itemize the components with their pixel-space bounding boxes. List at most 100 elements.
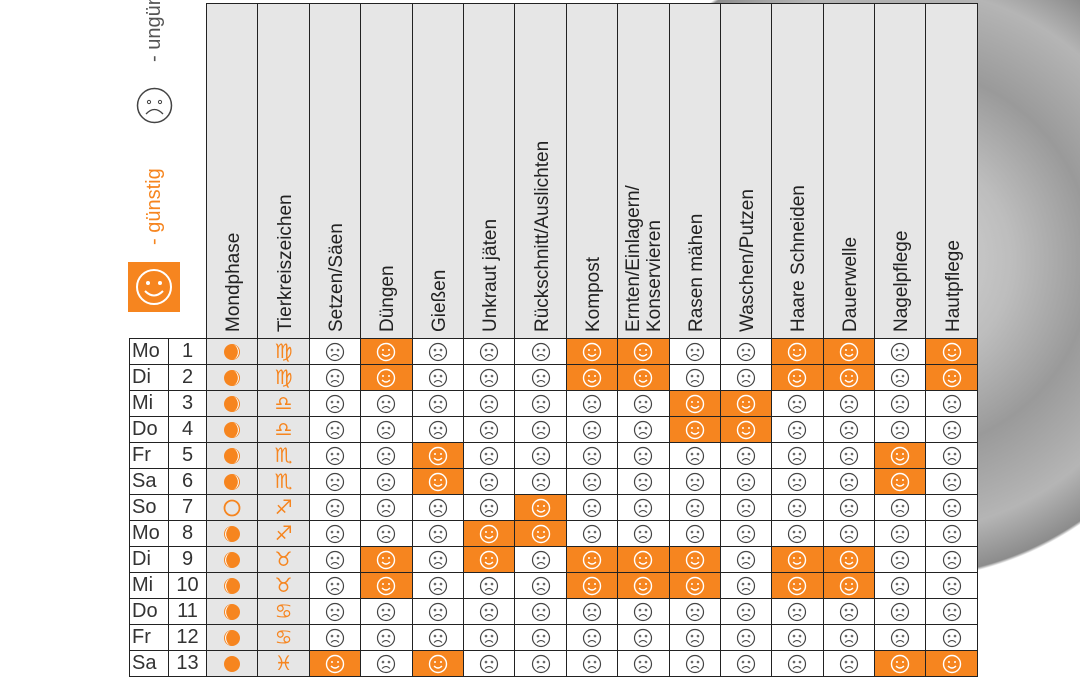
- cell-gießen: [411, 650, 464, 677]
- cell-dauerwelle: [822, 546, 876, 573]
- happy-face-icon: [479, 524, 499, 543]
- sad-face-icon: [839, 628, 858, 647]
- sad-face-icon: [942, 498, 961, 517]
- sad-face-icon: [891, 602, 910, 621]
- cell-waschen-putzen: [719, 650, 773, 677]
- sad-face-icon: [582, 472, 602, 491]
- zodiac-symbol: ♋: [274, 627, 293, 649]
- table-row: Mi 3 ♎: [129, 390, 978, 417]
- sad-face-icon: [377, 628, 396, 647]
- cell-haare-schneiden: [771, 520, 824, 547]
- cell-düngen: [360, 390, 413, 417]
- sad-face-icon: [582, 654, 602, 673]
- cell-haare-schneiden: [771, 442, 824, 469]
- cell-hautpflege: [925, 416, 978, 443]
- moon-phase-new-icon: [205, 494, 259, 521]
- weekday-cell: Mi: [129, 572, 169, 599]
- cell-rückschnitt-auslichten: [514, 598, 567, 625]
- weekday-cell: Di: [129, 546, 169, 573]
- moon-phase-waning-icon: [205, 468, 259, 495]
- column-header-label: Dauerwelle: [839, 236, 861, 332]
- sad-face-icon: [891, 420, 910, 439]
- sad-face-icon: [685, 628, 704, 647]
- sad-face-icon: [325, 602, 345, 621]
- cell-hautpflege: [925, 338, 978, 365]
- sad-face-icon: [480, 446, 499, 465]
- sad-face-icon: [480, 472, 499, 491]
- sad-face-icon: [634, 472, 653, 491]
- cell-unkraut-jäten: [462, 520, 516, 547]
- sad-face-icon: [839, 524, 858, 543]
- cell-rückschnitt-auslichten: [514, 442, 567, 469]
- table-row: So 7 ♐: [129, 494, 978, 521]
- sad-face-icon: [480, 576, 499, 595]
- sad-face-icon: [788, 420, 807, 439]
- sad-face-icon: [582, 524, 602, 543]
- cell-düngen: [360, 442, 413, 469]
- column-header-label: Kompost: [582, 257, 604, 332]
- column-header: Dauerwelle: [822, 3, 876, 339]
- column-header-label: Mondphase: [223, 232, 245, 332]
- cell-nagelpflege: [874, 572, 927, 599]
- header-row: Mondphase Tierkreiszeichen Setzen/Säen Düng…: [129, 3, 978, 339]
- cell-kompost: [565, 364, 619, 391]
- cell-gießen: [411, 364, 464, 391]
- cell-haare-schneiden: [771, 546, 824, 573]
- weekday-cell: Fr: [129, 624, 169, 651]
- column-header-label: Nagelpflege: [891, 230, 913, 332]
- cell-unkraut-jäten: [462, 390, 516, 417]
- column-header: Düngen: [360, 3, 413, 339]
- cell-nagelpflege: [874, 624, 927, 651]
- cell-kompost: [565, 416, 619, 443]
- cell-nagelpflege: [874, 494, 927, 521]
- cell-kompost: [565, 572, 619, 599]
- moon-phase-waxing-icon: [205, 520, 259, 547]
- cell-hautpflege: [925, 364, 978, 391]
- zodiac-symbol: ♉: [274, 549, 293, 571]
- moon-phase-waxing-icon: [205, 598, 259, 625]
- cell-haare-schneiden: [771, 364, 824, 391]
- day-number-cell: 7: [168, 494, 207, 521]
- cell-rasen-mähen: [668, 650, 721, 677]
- zodiac-symbol: ♓: [274, 653, 293, 675]
- sad-face-icon: [531, 602, 550, 621]
- sad-face-icon: [685, 654, 704, 673]
- cell-waschen-putzen: [719, 572, 773, 599]
- cell-ernten-einlagern-konservieren: [617, 624, 670, 651]
- cell-rasen-mähen: [668, 390, 721, 417]
- cell-setzen-säen: [308, 468, 362, 495]
- zodiac-symbol: ♋: [274, 601, 293, 623]
- table-row: Sa 6 ♏: [129, 468, 978, 495]
- cell-unkraut-jäten: [462, 624, 516, 651]
- sad-face-icon: [788, 446, 807, 465]
- moon-phase-waning-icon: [205, 416, 259, 443]
- sad-face-icon: [891, 342, 910, 361]
- happy-face-icon: [839, 368, 859, 387]
- table-row: Fr 5 ♏: [129, 442, 978, 469]
- moon-phase-waxing-icon: [205, 572, 259, 599]
- sad-face-icon: [531, 446, 550, 465]
- cell-dauerwelle: [822, 520, 876, 547]
- zodiac-symbol: ♏: [274, 471, 293, 493]
- zodiac-symbol: ♍: [274, 341, 293, 363]
- column-header: Kompost: [565, 3, 619, 339]
- cell-hautpflege: [925, 572, 978, 599]
- column-header-label: Unkraut jäten: [480, 218, 502, 332]
- sad-face-icon: [377, 654, 396, 673]
- cell-hautpflege: [925, 520, 978, 547]
- sad-face-icon: [325, 524, 345, 543]
- cell-waschen-putzen: [719, 468, 773, 495]
- happy-face-icon: [582, 576, 602, 595]
- cell-nagelpflege: [874, 598, 927, 625]
- cell-kompost: [565, 546, 619, 573]
- cell-unkraut-jäten: [462, 468, 516, 495]
- weekday-cell: Mo: [129, 520, 169, 547]
- cell-setzen-säen: [308, 572, 362, 599]
- column-header: Rasen mähen: [668, 3, 721, 339]
- table-row: Sa 13 ♓: [129, 650, 978, 677]
- weekday-cell: Do: [129, 416, 169, 443]
- cell-setzen-säen: [308, 520, 362, 547]
- cell-rasen-mähen: [668, 520, 721, 547]
- sad-face-icon: [480, 498, 499, 517]
- cell-setzen-säen: [308, 546, 362, 573]
